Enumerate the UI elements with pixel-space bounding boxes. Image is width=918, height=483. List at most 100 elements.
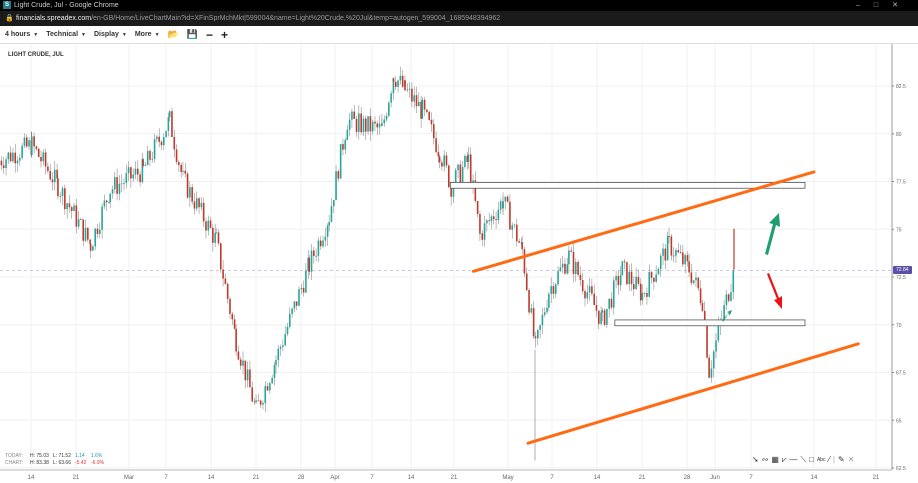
candle-body [273,365,276,378]
candle-body [307,257,309,271]
candle-body [146,150,149,166]
trend-line-icon[interactable]: ⟍ [800,455,807,464]
chart-title: LIGHT CRUDE, JUL [8,52,64,58]
candle-body [452,185,455,197]
candle-body [224,278,227,284]
candle-body [308,257,311,272]
candle-body [108,202,110,203]
candle-body [44,152,47,167]
candle-body [130,167,132,179]
candle-body [662,248,664,256]
candle-body [207,220,210,231]
arrow-icon[interactable]: ➘ [752,455,759,464]
candle-body [348,119,351,130]
candle-body [178,161,180,165]
candle-body [80,219,82,220]
candle-body [518,241,520,243]
candle-body [231,313,234,320]
candle-body [149,150,151,160]
today-change: 1.14 [74,453,85,459]
candle-body [399,75,402,81]
y-tick-label: 62.5 [896,466,906,472]
candle-body [358,113,360,119]
fan-icon[interactable]: ⩗ [781,455,787,464]
candle-body [474,180,477,202]
candle-body [239,359,242,366]
candle-body [202,202,205,222]
candle-body [639,283,642,301]
folder-open-icon[interactable]: 📂 [167,29,179,39]
candle-body [118,183,121,194]
horizontal-line-icon[interactable]: — [789,455,798,464]
candle-body [559,267,562,272]
candle-body [244,360,247,381]
price-chart[interactable]: 14 21 Mar 7 14 21 28 Apr 7 14 21 May 7 14 21 28 Jun 7 14 21… [0,44,918,483]
candle-body [68,203,71,208]
plus-icon[interactable]: + [220,27,228,42]
candle-body [397,80,399,87]
candle-body [401,75,404,87]
candle-body [229,298,231,314]
candle-body [25,137,28,147]
candle-body [548,293,550,308]
candle-body [579,274,582,281]
technical-label: Technical [46,31,79,38]
last-price-label: 72.84 [893,266,912,274]
candle-body [615,276,617,281]
curve-icon[interactable]: ∾ [761,455,769,464]
candle-body [186,173,189,198]
candle-body [200,202,203,208]
candle-body [317,240,320,256]
candle-body [226,283,229,299]
candle-body [33,136,35,147]
candle-body [332,200,335,207]
candle-body [415,95,418,107]
x-tick-label: 21 [451,475,458,481]
candle-body [57,178,59,197]
candle-body [617,276,620,286]
line-icon[interactable]: ⁄ [828,455,830,464]
candle-body [392,78,395,82]
candle-body [426,109,428,112]
address-bar[interactable]: 🔒 financials.spreadex.com/en-GB/Home/Liv… [0,11,918,26]
candle-body [346,129,349,141]
candle-body [120,183,123,185]
candle-body [448,165,450,187]
technical-dropdown[interactable]: Technical ▼ [46,31,86,38]
minus-icon[interactable]: − [205,27,213,42]
candle-body [600,312,602,324]
candle-body [469,154,472,185]
candle-body [390,93,392,103]
candle-body [577,261,579,275]
candle-body [554,284,557,294]
candle-body [516,224,518,242]
candle-body [712,351,715,369]
candle-body [499,201,502,210]
candle-body [326,225,329,237]
display-dropdown[interactable]: Display ▼ [94,31,127,38]
close-icon[interactable]: ✕ [847,455,855,464]
app-favicon-icon: S [3,1,11,9]
interval-dropdown[interactable]: 4 hours ▼ [5,31,38,38]
candle-body [275,360,277,366]
pencil-icon[interactable]: ✎ [837,455,845,464]
candle-body [358,118,360,132]
candle-body [209,220,212,228]
candle-body [360,113,362,133]
candle-body [502,201,504,209]
candle-body [264,386,267,404]
fibonacci-icon[interactable]: ▦ [771,455,779,464]
rectangle-icon[interactable]: □ [809,455,814,464]
text-icon[interactable]: Abc [816,457,826,463]
candle-body [406,89,409,91]
arrow-up-annotation [765,213,780,255]
candle-body [483,223,486,240]
window-controls[interactable]: –□✕ [856,2,912,9]
candle-body [75,205,78,227]
candle-body [212,227,214,243]
more-dropdown[interactable]: More ▼ [135,31,160,38]
y-tick-label: 77.5 [896,180,906,186]
candle-body [89,239,91,244]
candles [0,66,735,413]
save-icon[interactable]: 💾 [186,29,198,39]
